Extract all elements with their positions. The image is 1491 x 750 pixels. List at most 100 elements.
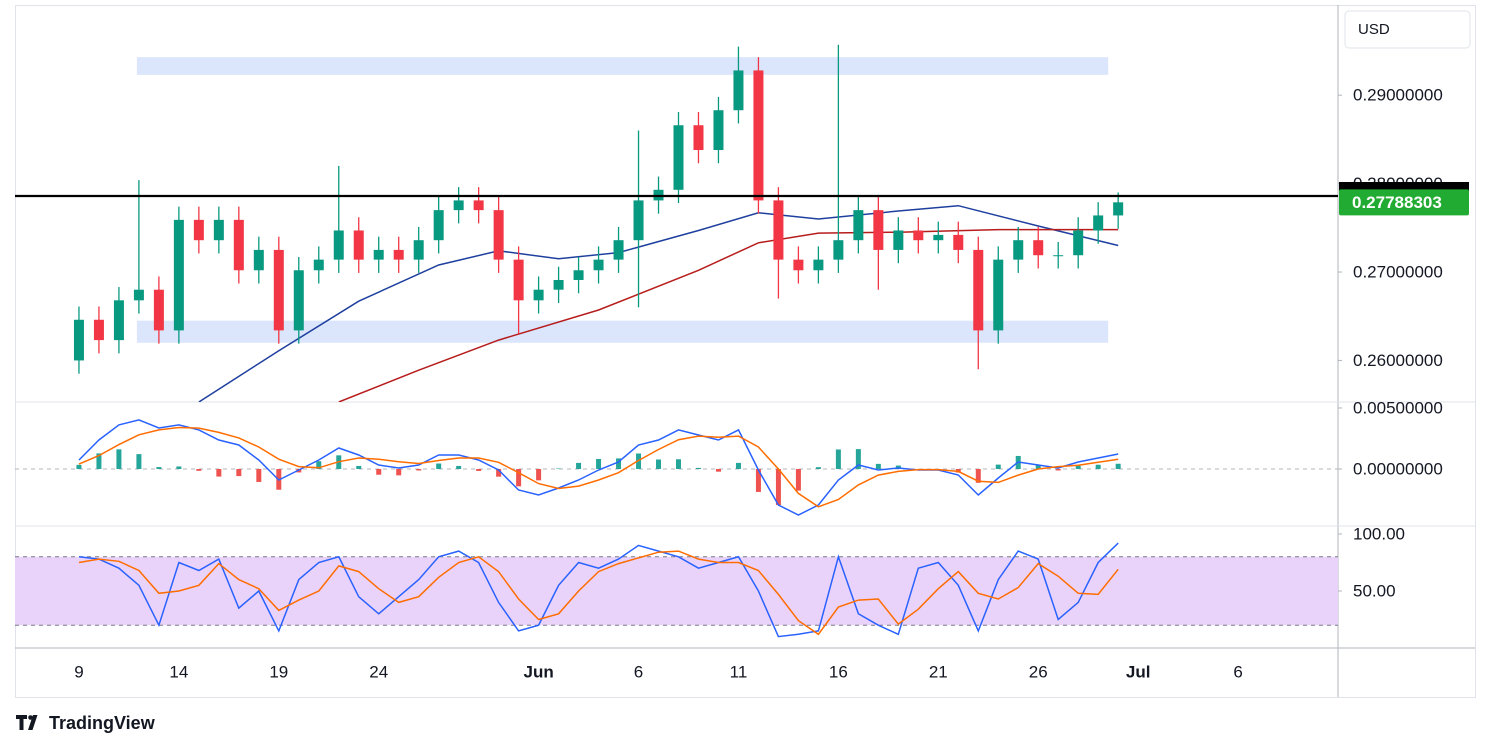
histogram-bar <box>1055 469 1061 471</box>
candle-body <box>93 319 104 341</box>
axes: 9 14 19 24 Jun 6 11 16 21 26 Jul 6 0.26000000 0.27000… <box>15 86 1469 681</box>
logo-icon <box>16 715 38 730</box>
x-tick-label: 6 <box>1233 662 1242 681</box>
candle-body <box>1053 255 1064 257</box>
candle-body <box>913 230 924 241</box>
histogram-bar <box>236 469 242 477</box>
histogram-bar <box>156 467 162 470</box>
histogram-bar <box>835 449 841 470</box>
histogram-bar <box>1075 465 1081 470</box>
candle-body <box>313 259 324 271</box>
histogram-bar <box>76 464 82 470</box>
indicator-line <box>78 550 1119 636</box>
candle-body <box>533 289 544 301</box>
candle-body <box>353 230 364 260</box>
candle-body <box>613 240 624 260</box>
histogram-bar <box>96 453 102 470</box>
candle-body <box>873 210 884 250</box>
candle-body <box>333 230 344 260</box>
candle-body <box>133 289 144 301</box>
histogram-bar <box>975 469 981 483</box>
zone <box>136 57 1109 75</box>
x-tick-label: 19 <box>269 662 288 681</box>
y-tick-label: 0.00000000 <box>1353 459 1443 478</box>
histogram-bar <box>396 469 402 476</box>
candle-body <box>153 289 164 331</box>
histogram-bar <box>1035 464 1041 470</box>
candle-body <box>113 300 124 341</box>
candle-body <box>193 219 204 241</box>
candle-body <box>853 210 864 241</box>
stoch-pane <box>15 542 1338 638</box>
last-price: 0.27788303 <box>1352 193 1442 212</box>
currency: USD <box>1358 21 1390 38</box>
histogram-bar <box>576 462 582 470</box>
y-tick-label: 0.26000000 <box>1353 351 1443 370</box>
candle-body <box>633 200 644 241</box>
histogram-bar <box>136 454 142 470</box>
histogram-bar <box>356 465 362 470</box>
histogram-bar <box>755 469 761 492</box>
x-tick-label: 24 <box>369 662 388 681</box>
histogram-bar <box>855 449 861 470</box>
histogram-bar <box>196 469 202 471</box>
currency-box[interactable] <box>1344 10 1471 49</box>
histogram-bar <box>176 466 182 470</box>
x-tick-label: 11 <box>730 662 748 681</box>
indicator-line <box>78 542 1119 638</box>
candle-body <box>573 270 584 280</box>
x-tick-label: 21 <box>929 662 948 681</box>
histogram-bar <box>1115 463 1121 470</box>
x-tick-label: 16 <box>829 662 848 681</box>
band <box>15 556 1338 626</box>
histogram-bar <box>596 458 602 470</box>
candle-body <box>593 259 604 271</box>
histogram-bar <box>1095 464 1101 470</box>
candle-body <box>293 270 304 331</box>
candle-body <box>693 125 704 151</box>
x-tick-label: 6 <box>634 662 643 681</box>
candle-body <box>733 70 744 111</box>
histogram-bar <box>256 469 262 482</box>
candle-body <box>553 279 564 290</box>
candle-body <box>513 259 524 301</box>
x-tick-label: 9 <box>74 662 83 681</box>
histogram-bar <box>116 449 122 470</box>
histogram-bar <box>316 461 322 470</box>
y-tick-label: 50.00 <box>1353 581 1396 600</box>
candle-body <box>173 219 184 331</box>
brand: TradingView <box>49 713 156 733</box>
moving-average <box>338 228 1119 402</box>
histogram-bar <box>496 469 502 477</box>
candle-body <box>253 249 264 271</box>
candle-body <box>893 230 904 250</box>
candle-body <box>953 234 964 250</box>
moving-average <box>198 204 1119 402</box>
candle-body <box>773 200 784 260</box>
candle-body <box>1033 240 1044 256</box>
macd-pane <box>15 419 1338 516</box>
last-price-box <box>1339 189 1469 216</box>
histogram-bar <box>616 458 622 470</box>
histogram-bar <box>875 463 881 470</box>
candle-body <box>933 234 944 241</box>
y-tick-label: 100.00 <box>1353 524 1405 543</box>
histogram-bar <box>715 469 721 472</box>
candle-body <box>1073 230 1084 256</box>
histogram-bar <box>456 465 462 470</box>
candle-body <box>413 240 424 260</box>
x-tick-label: 14 <box>169 662 188 681</box>
candle-body <box>793 259 804 271</box>
histogram-bar <box>775 469 781 506</box>
logo: TradingView <box>16 713 156 733</box>
candle-body <box>753 70 764 201</box>
candle-body <box>493 210 504 260</box>
candle-body <box>973 249 984 331</box>
histogram-bar <box>815 467 821 470</box>
candle-body <box>1093 215 1104 231</box>
x-tick-label: 26 <box>1029 662 1048 681</box>
y-tick-label: 0.29000000 <box>1353 86 1443 105</box>
y-tick-label: 0.00500000 <box>1353 398 1443 417</box>
candle-body <box>813 259 824 271</box>
